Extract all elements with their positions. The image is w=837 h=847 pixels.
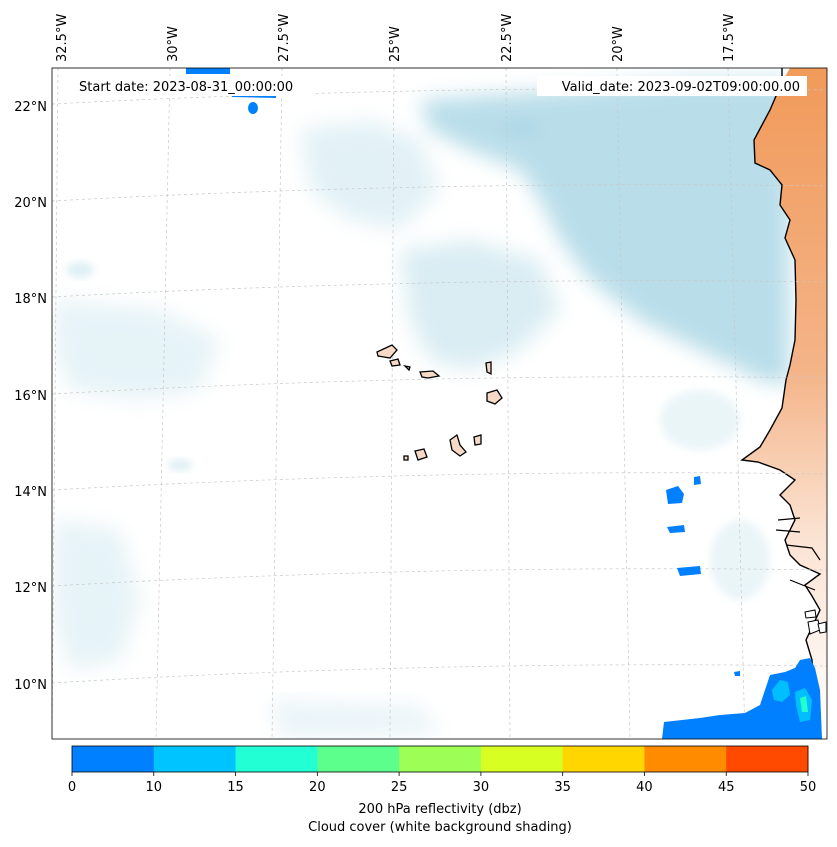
map-border xyxy=(51,67,828,740)
cape-verde-islands xyxy=(376,344,503,461)
lat-label-5: 12°N xyxy=(14,581,47,596)
colorbar-tick-label-8: 45 xyxy=(718,780,735,795)
lat-label-3: 16°N xyxy=(14,389,47,404)
refl-cell-4 xyxy=(677,566,701,576)
colorbar-label-line2: Cloud cover (white background shading) xyxy=(308,820,572,835)
cloud-patch-4 xyxy=(660,390,740,450)
colorbar-swatch-2 xyxy=(235,746,318,772)
colorbar-frame xyxy=(71,745,809,773)
lon-label-2: 27.5°W xyxy=(277,14,292,62)
colorbar-swatch-3 xyxy=(317,746,400,772)
lat-label-2: 18°N xyxy=(14,292,47,307)
lat-label-4: 14°N xyxy=(14,485,47,500)
colorbar-ticks: 0 10 15 20 25 30 35 40 45 50 xyxy=(68,772,816,795)
africa-coastline xyxy=(740,68,822,739)
lat-label-6: 10°N xyxy=(14,678,47,693)
lon-label-4: 22.5°W xyxy=(500,14,515,62)
colorbar-tick-label-5: 30 xyxy=(473,780,490,795)
gambia-border xyxy=(775,517,801,533)
guinea-border xyxy=(785,544,821,591)
refl-southern-mass xyxy=(662,658,822,739)
colorbar-tick-label-6: 35 xyxy=(554,780,571,795)
reflectivity-colorbar: 0 10 15 20 25 30 35 40 45 50 200 hPa reflectivity… xyxy=(68,745,816,835)
colorbar-swatch-6 xyxy=(562,746,645,772)
cloud-band-west xyxy=(55,300,220,400)
cloud-patch-3 xyxy=(168,459,192,471)
lon-label-6: 17.5°W xyxy=(722,14,737,62)
refl-cell-3 xyxy=(667,525,685,533)
refl-cell-5 xyxy=(734,671,740,676)
colorbar-tick-label-0: 0 xyxy=(68,780,76,795)
island-brava xyxy=(403,455,409,461)
bijagos-islands xyxy=(804,609,827,635)
colorbar-swatch-5 xyxy=(480,746,564,772)
map-area xyxy=(52,68,827,739)
colorbar-tick-label-1: 10 xyxy=(146,780,163,795)
cloud-band-center xyxy=(400,240,560,370)
cloud-cover-shading xyxy=(55,80,790,738)
cloud-patch-1 xyxy=(502,118,538,138)
lat-label-1: 20°N xyxy=(14,196,47,211)
colorbar-label-line1: 200 hPa reflectivity (dbz) xyxy=(358,802,521,817)
colorbar-swatches xyxy=(72,746,809,772)
island-boa-vista xyxy=(486,389,503,405)
colorbar-tick-label-3: 20 xyxy=(309,780,326,795)
start-date-box: Start date: 2023-08-31_00:00:00 xyxy=(72,76,314,96)
colorbar-swatch-7 xyxy=(644,746,727,772)
start-date-label: Start date: 2023-08-31_00:00:00 xyxy=(79,80,293,95)
cloud-band-southwest xyxy=(55,520,140,670)
refl-cell-1 xyxy=(666,486,684,504)
lon-label-1: 30°W xyxy=(166,26,181,62)
cloud-band-northwest xyxy=(300,120,440,230)
cloud-patch-5 xyxy=(710,520,770,600)
refl-southern-core xyxy=(772,680,790,702)
island-sao-nicolau xyxy=(419,370,441,379)
refl-cell-2 xyxy=(694,476,701,485)
island-maio xyxy=(473,434,482,446)
valid-date-box: Valid_date: 2023-09-02T09:00:00.00 xyxy=(537,76,807,96)
lon-label-5: 20°W xyxy=(611,26,626,62)
colorbar-tick-label-9: 50 xyxy=(800,780,817,795)
longitude-labels: 32.5°W 30°W 27.5°W 25°W 22.5°W 20°W 17.5… xyxy=(55,14,737,62)
colorbar-swatch-0 xyxy=(72,746,155,772)
latitude-labels: 22°N 20°N 18°N 16°N 14°N 12°N 10°N xyxy=(14,100,47,693)
lon-label-3: 25°W xyxy=(388,26,403,62)
lon-label-0: 32.5°W xyxy=(55,14,70,62)
africa-land xyxy=(742,68,827,739)
colorbar-swatch-1 xyxy=(153,746,237,772)
island-sal xyxy=(485,361,492,376)
island-sao-vicente xyxy=(389,358,401,367)
colorbar-tick-label-7: 40 xyxy=(636,780,653,795)
colorbar-swatch-8 xyxy=(726,746,809,772)
colorbar-swatch-4 xyxy=(399,746,482,772)
cloud-mass-northeast xyxy=(420,80,790,385)
refl-cell-north xyxy=(248,102,258,114)
island-santiago xyxy=(449,433,467,457)
graticule xyxy=(52,68,827,739)
valid-date-label: Valid_date: 2023-09-02T09:00:00.00 xyxy=(562,80,800,95)
cloud-band-south xyxy=(270,700,440,738)
refl-southern-core-3 xyxy=(800,696,808,712)
reflectivity-cells xyxy=(186,68,822,739)
island-santo-antao xyxy=(376,344,398,359)
colorbar-tick-label-2: 15 xyxy=(227,780,244,795)
refl-top-bar xyxy=(186,68,230,74)
island-fogo xyxy=(414,448,428,461)
lat-label-0: 22°N xyxy=(14,100,47,115)
island-santa-luzia xyxy=(403,364,411,372)
cloud-patch-2 xyxy=(66,262,94,278)
colorbar-tick-label-4: 25 xyxy=(391,780,408,795)
